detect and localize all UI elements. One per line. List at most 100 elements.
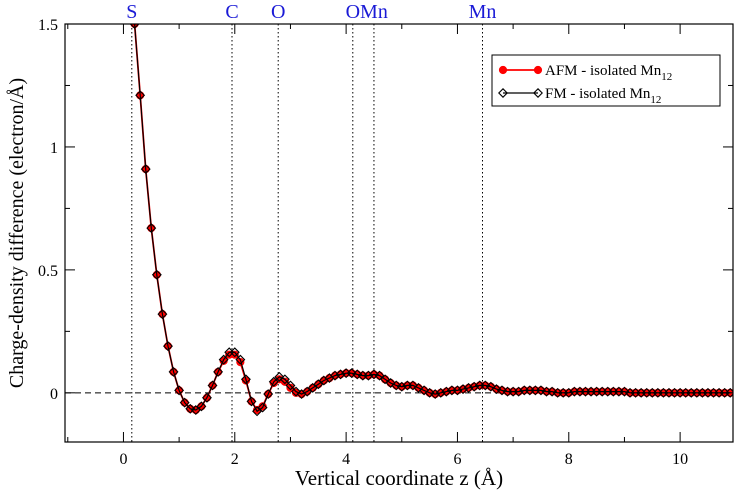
y-axis-label: Charge-density difference (electron/Å) [6, 78, 28, 388]
atom-label-0: S [126, 1, 137, 23]
point-fm [268, 376, 279, 387]
point-fm [535, 385, 546, 396]
point-fm [485, 381, 496, 392]
data-series [129, 24, 733, 417]
point-fm [240, 374, 251, 385]
atom-label-1: C [225, 1, 238, 23]
x-axis-label: Vertical coordinate z (Å) [295, 466, 503, 490]
point-fm [391, 380, 402, 391]
point-fm [513, 386, 524, 397]
y-tick-label: 0.5 [38, 263, 58, 280]
x-tick-label: 10 [672, 451, 688, 468]
point-fm [413, 382, 424, 393]
atom-label-3: O [346, 1, 360, 23]
legend-text: AFM - isolated Mn [545, 63, 662, 79]
point-afm [280, 377, 289, 386]
legend-label-fm: FM - isolated Mn12 [545, 86, 661, 106]
atom-reference-lines [131, 24, 483, 442]
legend-text: FM - isolated Mn [545, 86, 651, 102]
point-afm [286, 383, 295, 393]
point-fm [168, 366, 179, 377]
point-fm [140, 164, 151, 175]
legend-label-afm: AFM - isolated Mn12 [545, 63, 672, 83]
point-fm [407, 380, 418, 391]
point-fm [441, 386, 452, 397]
point-fm [291, 386, 301, 397]
point-afm [236, 357, 245, 367]
point-fm [563, 387, 574, 398]
y-axis-ticks: 0 0.5 1 1.5 [38, 17, 733, 403]
point-fm [274, 371, 285, 382]
point-fm [252, 406, 263, 417]
point-fm [352, 369, 363, 380]
point-fm [385, 378, 396, 388]
x-tick-label: 0 [119, 451, 127, 468]
x-tick-label: 4 [342, 451, 350, 468]
point-fm [279, 374, 290, 385]
legend-subscript: 12 [650, 94, 661, 106]
point-fm [491, 384, 502, 395]
y-tick-label: 0 [50, 386, 58, 403]
point-fm [213, 366, 224, 377]
point-fm [307, 382, 318, 393]
legend-marker-fm [533, 88, 543, 98]
point-fm [480, 380, 491, 391]
point-fm [469, 381, 480, 392]
x-tick-label: 8 [565, 451, 573, 468]
point-fm [218, 354, 229, 365]
point-fm [374, 370, 385, 381]
point-fm [285, 380, 296, 391]
point-fm [246, 396, 257, 407]
legend-box [491, 54, 721, 107]
plot-frame [64, 23, 734, 443]
point-fm [380, 374, 391, 385]
point-fm [497, 385, 507, 396]
series-line-fm [133, 24, 731, 413]
point-fm [201, 392, 212, 403]
point-fm [435, 387, 446, 398]
point-fm [185, 403, 196, 414]
point-fm [302, 386, 313, 397]
point-fm [424, 387, 435, 398]
point-fm [196, 401, 207, 412]
point-fm [458, 384, 468, 395]
point-fm [547, 386, 558, 397]
atom-label-2: O [271, 1, 285, 23]
point-fm [179, 397, 190, 408]
point-fm [419, 385, 430, 396]
point-fm [313, 379, 324, 390]
legend-marker-afm [533, 65, 543, 75]
y-tick-label: 1.5 [38, 17, 58, 34]
point-fm [190, 405, 201, 416]
point-fm [263, 389, 274, 400]
legend-marker-afm [498, 65, 508, 75]
point-fm [463, 382, 474, 393]
x-tick-label: 2 [231, 451, 239, 468]
point-fm [235, 354, 246, 365]
point-fm [368, 369, 379, 380]
x-tick-label: 6 [453, 451, 461, 468]
point-fm [335, 369, 346, 380]
x-axis-ticks: 0 2 4 6 8 10 [67, 24, 688, 468]
point-fm [619, 386, 630, 397]
legend-marker-fm [498, 88, 508, 98]
point-fm [207, 380, 218, 391]
y-tick-label: 1 [50, 140, 58, 157]
atom-labels: S C O O Mn Mn [126, 1, 496, 23]
point-fm [330, 370, 340, 381]
point-fm [346, 368, 357, 379]
point-fm [135, 90, 146, 101]
point-fm [396, 381, 407, 392]
point-fm [363, 370, 374, 381]
point-fm [157, 309, 168, 320]
atom-label-4: Mn [360, 1, 388, 23]
point-fm [146, 223, 157, 234]
point-fm [163, 341, 173, 352]
point-fm [725, 387, 733, 398]
atom-label-5: Mn [469, 1, 497, 23]
point-fm [129, 24, 140, 29]
point-fm [452, 385, 463, 396]
point-fm [257, 402, 268, 413]
